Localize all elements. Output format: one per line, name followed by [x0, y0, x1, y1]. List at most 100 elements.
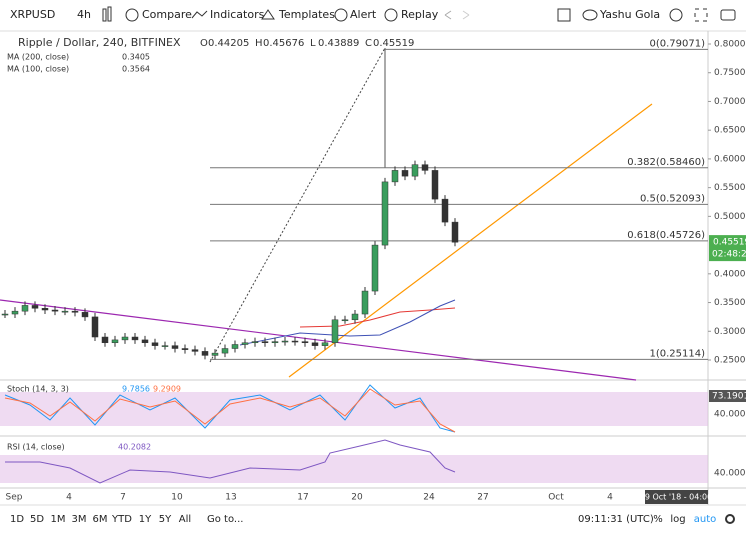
- candle: [391, 170, 399, 183]
- range-button[interactable]: 3M: [72, 514, 87, 525]
- candle: [231, 344, 239, 349]
- date-label: 10: [171, 493, 183, 503]
- rsi-value: 40.2082: [118, 443, 151, 452]
- candle: [271, 341, 279, 344]
- fib-label: 0.5(0.52093): [640, 193, 705, 204]
- stoch-band: [0, 392, 708, 426]
- fib-label: 0.618(0.45726): [627, 230, 705, 241]
- redo-icon[interactable]: [462, 10, 470, 20]
- candle: [301, 341, 309, 344]
- candle: [151, 342, 159, 346]
- candle: [371, 244, 379, 292]
- range-button[interactable]: YTD: [111, 514, 132, 525]
- candle: [321, 342, 329, 346]
- dynamic-layer: Ripple / Dollar, 240, BITFINEX O 0.44205 H 0…: [1, 36, 746, 525]
- alert-icon: [334, 8, 348, 22]
- candle: [421, 164, 429, 171]
- fib-label: 1(0.25114): [649, 348, 705, 359]
- scale-option[interactable]: log: [670, 514, 685, 525]
- fib-label: 0.382(0.58460): [627, 157, 705, 168]
- candle: [341, 319, 349, 322]
- last-price-label: 0.45519: [713, 238, 746, 248]
- candle: [81, 312, 89, 318]
- stoch-k: 9.7856: [122, 385, 150, 394]
- date-label: Oct: [548, 493, 564, 503]
- range-button[interactable]: 1M: [51, 514, 66, 525]
- candle: [221, 348, 229, 354]
- candle: [31, 305, 39, 309]
- candle: [211, 352, 219, 356]
- settings-icon[interactable]: [725, 514, 735, 524]
- candle: [51, 309, 59, 312]
- replay-button[interactable]: Replay: [401, 8, 439, 21]
- templates-button[interactable]: Templates: [278, 8, 335, 21]
- candle: [91, 316, 99, 338]
- chart-type-icon[interactable]: [102, 8, 107, 22]
- stoch-axis-label: 73.1901: [712, 392, 746, 402]
- scale-option[interactable]: %: [653, 514, 663, 525]
- settings-icon[interactable]: [669, 8, 683, 22]
- ohlc-key: O: [200, 38, 208, 49]
- date-label: 4: [607, 493, 613, 503]
- range-button[interactable]: 1Y: [139, 514, 152, 525]
- snapshot-icon[interactable]: [720, 9, 736, 21]
- bottom-toolbar: [0, 506, 746, 533]
- compare-icon: [125, 8, 139, 22]
- rsi-label: RSI (14, close): [7, 443, 65, 452]
- compare-button[interactable]: Compare: [142, 8, 192, 21]
- candle: [351, 313, 359, 321]
- clock: 09:11:31 (UTC): [578, 514, 654, 525]
- interval[interactable]: 4h: [77, 8, 91, 21]
- candle: [21, 305, 29, 312]
- candle: [101, 336, 109, 344]
- date-label: 24: [423, 493, 435, 503]
- range-button[interactable]: 1D: [10, 514, 24, 525]
- scale-option[interactable]: auto: [694, 514, 717, 525]
- indicators-icon: [191, 10, 208, 19]
- range-button[interactable]: 5Y: [159, 514, 172, 525]
- candle: [411, 164, 419, 177]
- rsi-band: [0, 455, 708, 483]
- symbol[interactable]: XRPUSD: [10, 8, 55, 21]
- ohlc-value: 0.44205: [208, 38, 249, 49]
- candle: [61, 310, 69, 313]
- top-toolbar: [0, 0, 746, 31]
- range-button[interactable]: All: [179, 514, 191, 525]
- candle: [331, 319, 339, 344]
- undo-icon[interactable]: [444, 10, 452, 20]
- indicators-button[interactable]: Indicators: [210, 8, 265, 21]
- stoch-d: 9.2909: [153, 385, 181, 394]
- fib-trend: [209, 47, 386, 363]
- candle: [111, 339, 119, 344]
- layout-icon[interactable]: [557, 8, 571, 22]
- alert-button[interactable]: Alert: [350, 8, 377, 21]
- countdown: 02:48:28: [712, 250, 746, 260]
- range-button[interactable]: 6M: [93, 514, 108, 525]
- ma-100-line: [239, 299, 456, 346]
- ma-value: 0.3564: [122, 65, 150, 74]
- date-label: 20: [351, 493, 363, 503]
- ohlc-value: 0.43889: [318, 38, 359, 49]
- candle: [381, 181, 389, 246]
- candle: [441, 198, 449, 223]
- candle: [191, 349, 199, 352]
- chart-type-icon[interactable]: [107, 6, 112, 22]
- goto-button[interactable]: Go to...: [207, 514, 243, 525]
- fullscreen-icon[interactable]: [694, 8, 708, 22]
- user-menu[interactable]: Yashu Gola: [599, 8, 660, 21]
- range-button[interactable]: 5D: [30, 514, 44, 525]
- templates-icon: [261, 9, 275, 20]
- candle: [11, 310, 19, 315]
- date-label: 4: [66, 493, 72, 503]
